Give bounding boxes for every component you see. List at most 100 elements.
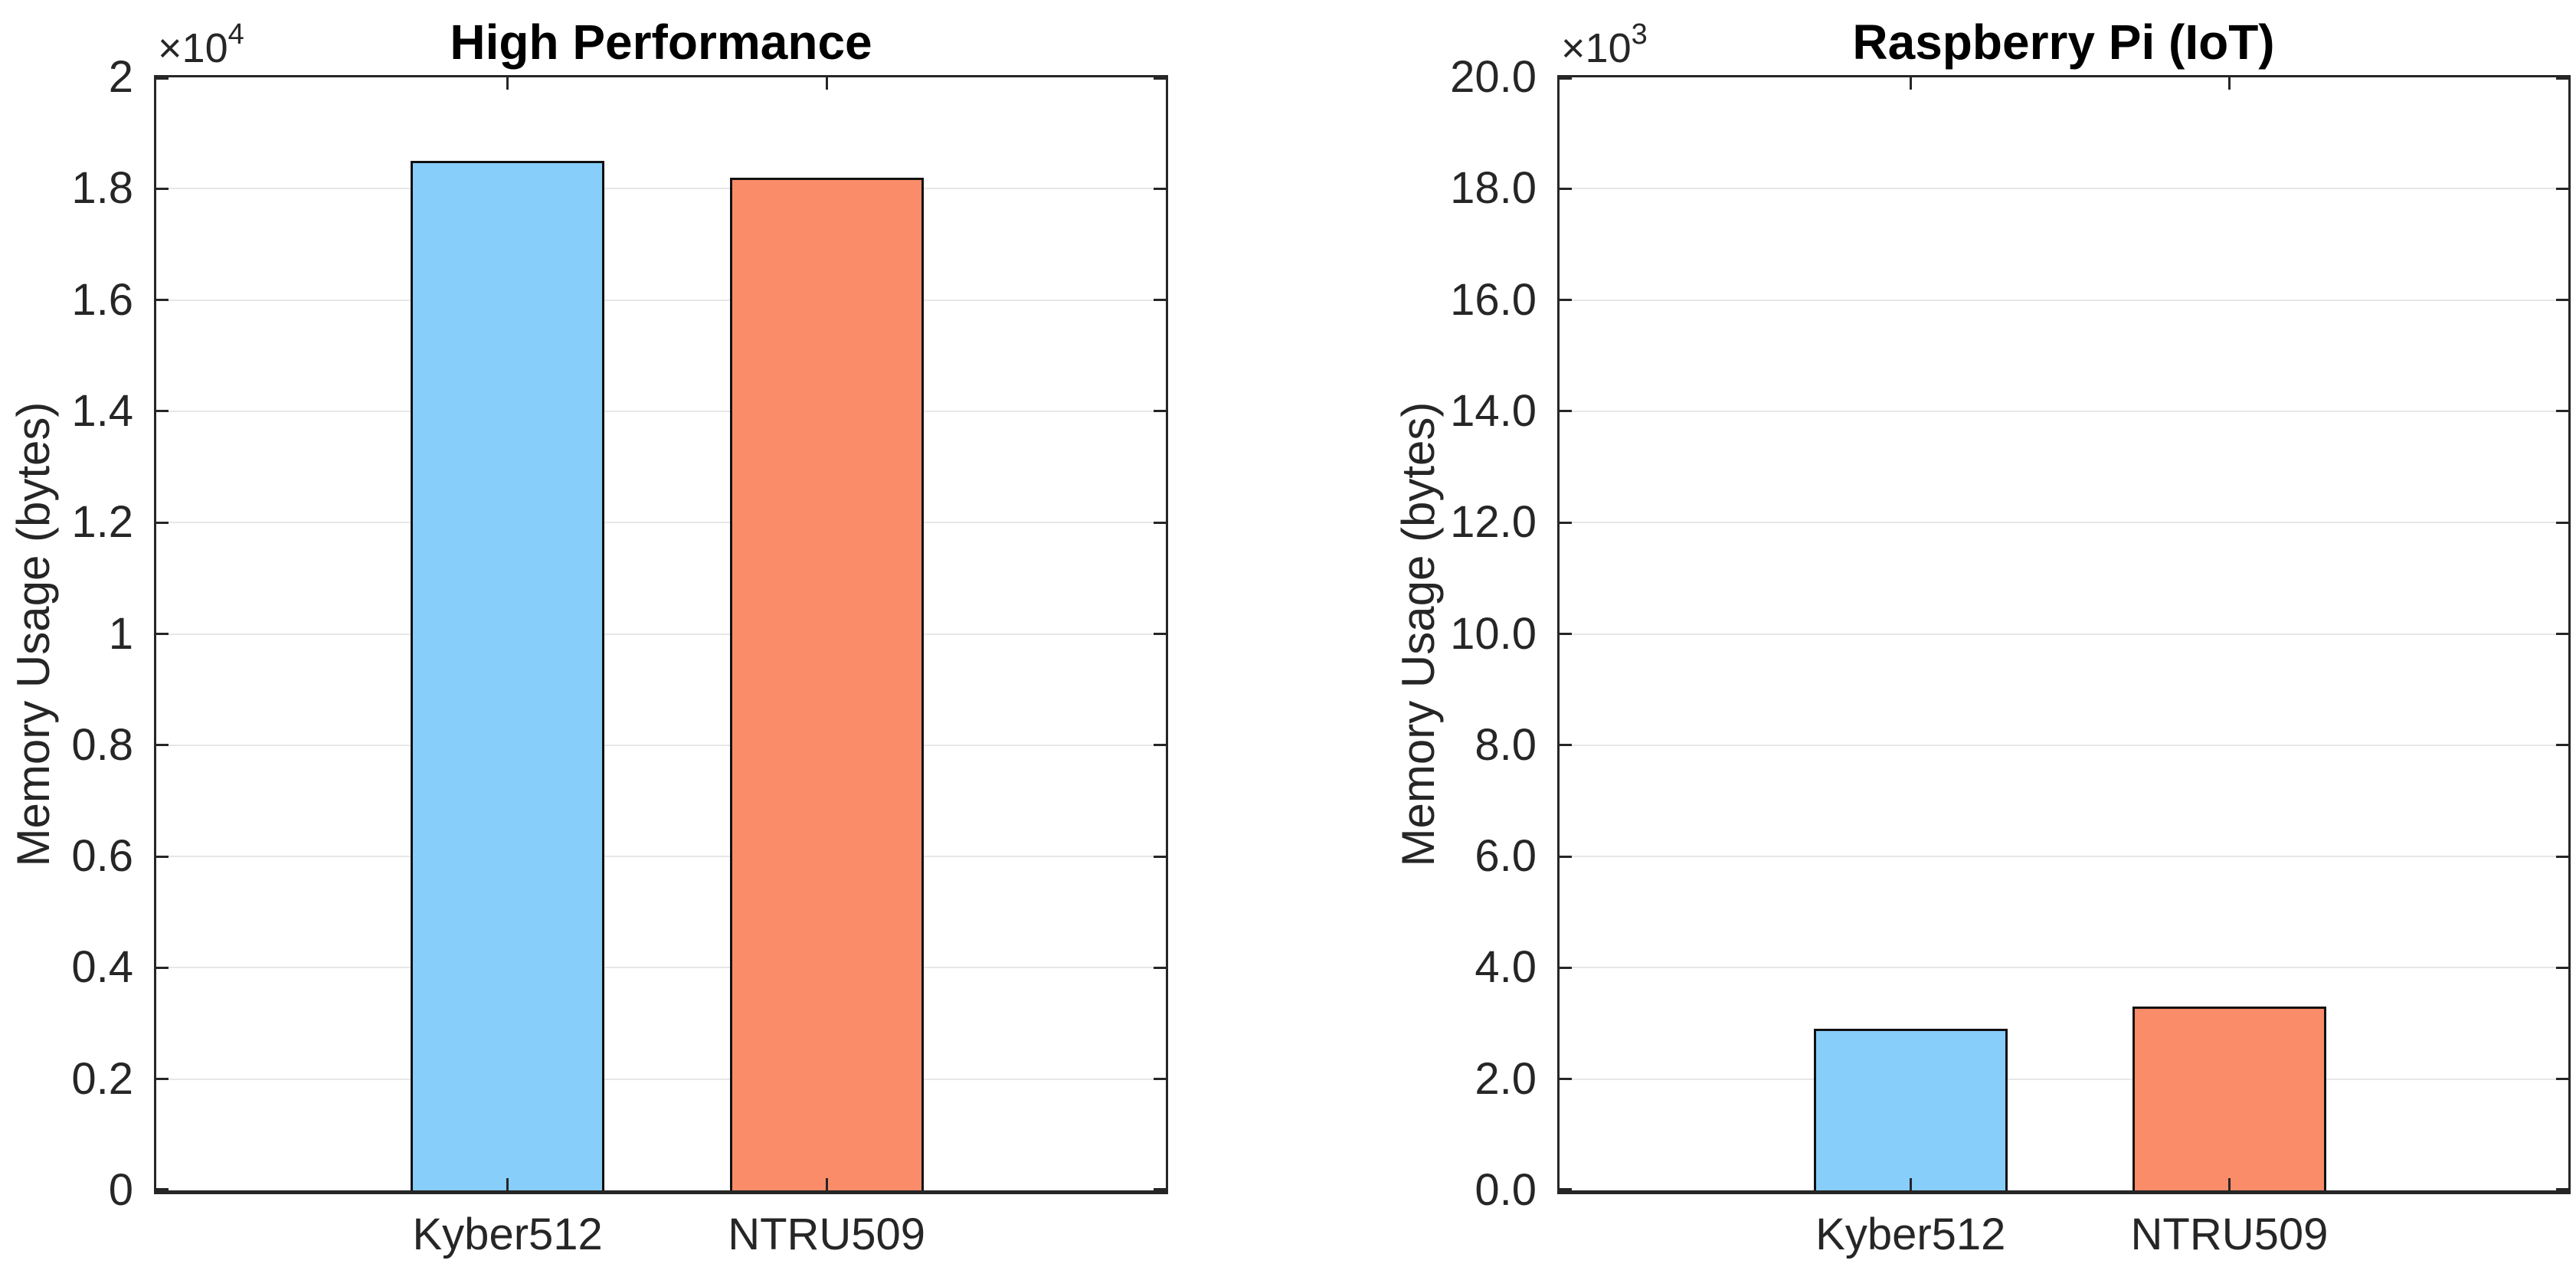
y-axis-exponent-label: ×103	[1561, 18, 1648, 73]
bar-ntru509	[2132, 1007, 2326, 1190]
x-tick-label-kyber512: Kyber512	[412, 1210, 603, 1259]
y-tick-left	[156, 187, 169, 190]
y-tick-left	[1560, 855, 1572, 858]
bar-ntru509	[729, 178, 924, 1190]
y-tick-left	[1560, 1078, 1572, 1081]
x-tick-bottom	[1909, 1178, 1912, 1190]
chart-title-raspberry-pi: Raspberry Pi (IoT)	[1852, 15, 2275, 70]
plot-area-high-performance	[154, 75, 1168, 1194]
gridline	[1560, 188, 2568, 190]
y-tick-label: 0.8	[71, 719, 133, 770]
y-tick-right	[2556, 855, 2568, 858]
y-tick-label: 4.0	[1475, 942, 1537, 993]
y-tick-label: 2.0	[1475, 1053, 1537, 1104]
gridline	[1560, 1078, 2568, 1080]
y-tick-label: 14.0	[1450, 385, 1537, 436]
y-tick-label: 18.0	[1450, 163, 1537, 214]
y-tick-right	[2556, 187, 2568, 190]
y-axis-exponent-label: ×104	[158, 18, 244, 73]
y-tick-left	[1560, 299, 1572, 302]
y-tick-right	[1154, 966, 1166, 969]
y-tick-left	[1560, 744, 1572, 747]
x-tick-top	[825, 77, 828, 90]
y-tick-left	[156, 1188, 169, 1190]
exponent-power: 4	[227, 18, 244, 51]
gridline	[156, 188, 1166, 190]
y-tick-left	[1560, 966, 1572, 969]
chart-title-high-performance: High Performance	[450, 15, 872, 70]
gridline	[1560, 410, 2568, 412]
gridline	[1560, 744, 2568, 746]
x-tick-bottom	[825, 1178, 828, 1190]
y-tick-label: 0.0	[1475, 1165, 1537, 1215]
y-tick-right	[1154, 855, 1166, 858]
y-tick-left	[1560, 633, 1572, 635]
y-tick-right	[1154, 521, 1166, 524]
y-tick-right	[2556, 1188, 2568, 1190]
gridline	[156, 744, 1166, 746]
y-tick-left	[1560, 77, 1572, 80]
y-tick-left	[1560, 521, 1572, 524]
gridline	[156, 633, 1166, 635]
y-tick-right	[1154, 77, 1166, 80]
y-tick-right	[2556, 1078, 2568, 1081]
plot-area-raspberry-pi	[1557, 75, 2571, 1194]
gridline	[156, 1078, 1166, 1080]
y-tick-right	[1154, 1078, 1166, 1081]
bar-kyber512	[411, 161, 605, 1190]
y-tick-right	[2556, 299, 2568, 302]
y-tick-label: 0	[108, 1165, 133, 1215]
x-tick-label-ntru509: NTRU509	[2130, 1210, 2329, 1259]
y-tick-right	[2556, 744, 2568, 747]
x-tick-label-kyber512: Kyber512	[1815, 1210, 2006, 1259]
y-tick-left	[156, 521, 169, 524]
y-tick-left	[156, 744, 169, 747]
y-tick-label: 0.2	[71, 1053, 133, 1104]
y-tick-left	[156, 633, 169, 635]
exponent-base: ×10	[1561, 25, 1632, 71]
gridline	[156, 522, 1166, 524]
y-tick-label: 1.2	[71, 497, 133, 548]
y-tick-right	[2556, 77, 2568, 80]
x-tick-bottom	[506, 1178, 509, 1190]
y-tick-label: 0.4	[71, 942, 133, 993]
x-tick-label-ntru509: NTRU509	[728, 1210, 926, 1259]
gridline	[156, 856, 1166, 858]
y-tick-left	[156, 77, 169, 80]
y-tick-label: 20.0	[1450, 52, 1537, 102]
gridline	[1560, 522, 2568, 524]
gridline	[1560, 633, 2568, 635]
y-tick-label: 12.0	[1450, 497, 1537, 548]
x-tick-bottom	[2227, 1178, 2231, 1190]
y-tick-left	[156, 410, 169, 413]
gridline	[1560, 856, 2568, 858]
y-tick-left	[1560, 187, 1572, 190]
y-tick-right	[1154, 410, 1166, 413]
y-tick-right	[1154, 744, 1166, 747]
y-tick-left	[156, 966, 169, 969]
y-tick-right	[1154, 633, 1166, 635]
x-tick-top	[2227, 77, 2231, 90]
y-tick-right	[1154, 299, 1166, 302]
y-tick-right	[2556, 633, 2568, 635]
y-tick-left	[156, 855, 169, 858]
y-tick-label: 10.0	[1450, 608, 1537, 659]
y-tick-right	[1154, 1188, 1166, 1190]
y-tick-label: 1	[108, 608, 133, 659]
y-tick-label: 1.8	[71, 163, 133, 214]
y-tick-label: 0.6	[71, 831, 133, 882]
y-tick-right	[1154, 187, 1166, 190]
y-tick-left	[1560, 1188, 1572, 1190]
gridline	[1560, 299, 2568, 301]
y-tick-left	[1560, 410, 1572, 413]
gridline	[156, 967, 1166, 969]
y-tick-label: 1.4	[71, 385, 133, 436]
y-tick-label: 1.6	[71, 274, 133, 325]
x-tick-top	[1909, 77, 1912, 90]
x-tick-top	[506, 77, 509, 90]
y-tick-label: 16.0	[1450, 274, 1537, 325]
y-tick-right	[2556, 966, 2568, 969]
y-tick-right	[2556, 410, 2568, 413]
y-tick-label: 6.0	[1475, 831, 1537, 882]
